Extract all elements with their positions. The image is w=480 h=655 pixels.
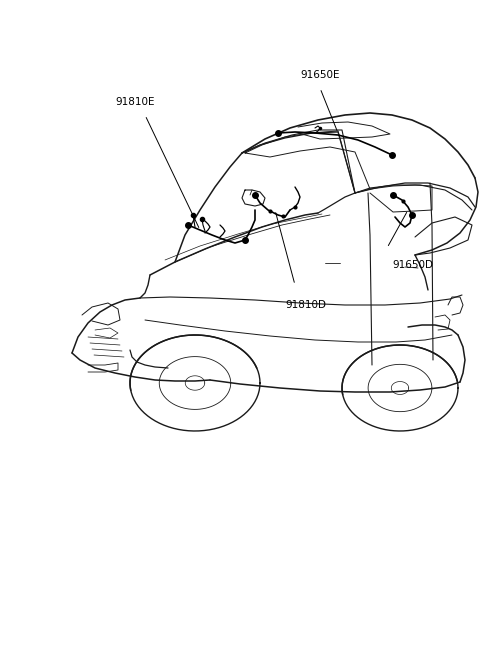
Text: 91650D: 91650D — [392, 260, 433, 270]
Text: 91810D: 91810D — [285, 300, 326, 310]
Text: 91810E: 91810E — [115, 97, 155, 107]
Text: 91650E: 91650E — [300, 70, 339, 80]
